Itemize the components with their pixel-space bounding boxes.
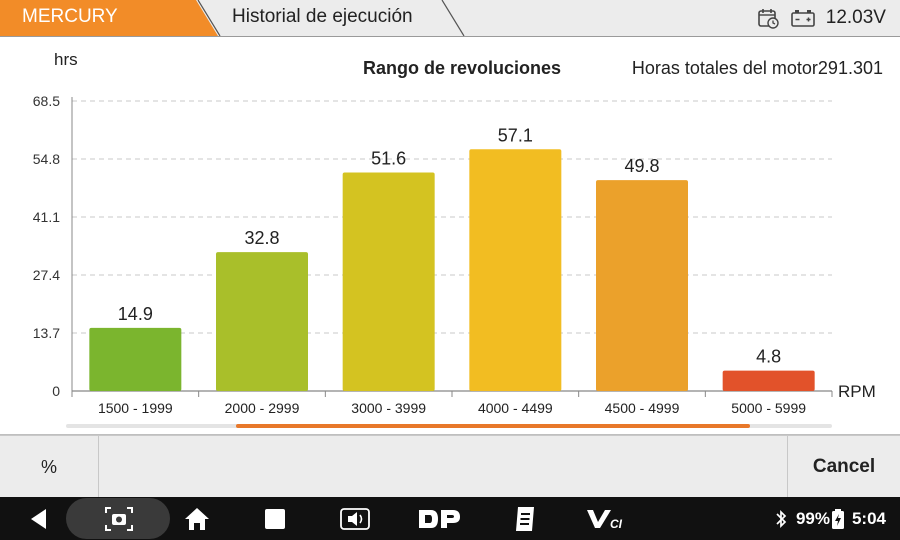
- dp-icon[interactable]: [414, 497, 464, 540]
- x-tick-label: 4000 - 4499: [478, 400, 553, 416]
- y-tick-label: 68.5: [33, 93, 60, 109]
- vci-icon[interactable]: CI: [585, 497, 629, 540]
- bar[interactable]: [469, 149, 562, 391]
- y-tick-label: 13.7: [33, 325, 60, 341]
- bar-value-label: 49.8: [624, 156, 659, 176]
- y-tick-label: 41.1: [33, 209, 60, 225]
- cancel-button[interactable]: Cancel: [787, 436, 900, 498]
- x-tick-label: 3000 - 3999: [351, 400, 426, 416]
- y-tick-label: 54.8: [33, 151, 60, 167]
- rpm-bar-chart: hrs RPM Rango de revoluciones Horas tota…: [33, 50, 883, 416]
- horizontal-scrollbar[interactable]: [66, 424, 832, 428]
- top-bar: MERCURY Historial de ejecución: [0, 0, 900, 37]
- percent-toggle-button[interactable]: %: [0, 436, 99, 498]
- bar-value-label: 14.9: [118, 304, 153, 324]
- engine-hours-total: Horas totales del motor291.301: [632, 58, 883, 78]
- y-axis-label: hrs: [54, 50, 78, 69]
- back-icon[interactable]: [22, 497, 56, 540]
- system-status: 99% 5:04: [774, 497, 886, 540]
- status-area: 12.03V: [756, 5, 886, 31]
- bar[interactable]: [722, 370, 815, 391]
- x-tick-label: 1500 - 1999: [98, 400, 173, 416]
- page-title: Historial de ejecución: [232, 6, 413, 27]
- action-bar: % Cancel: [0, 435, 900, 498]
- calendar-clock-icon: [756, 6, 780, 30]
- report-icon[interactable]: [508, 497, 542, 540]
- battery-icon: [831, 508, 844, 529]
- engine-hours-value: 291.301: [818, 58, 883, 78]
- bar[interactable]: [216, 252, 308, 391]
- x-tick-label: 2000 - 2999: [225, 400, 300, 416]
- title-tab-edge: [441, 0, 465, 36]
- engine-hours-label: Horas totales del motor: [632, 58, 818, 78]
- brand-label: MERCURY: [22, 6, 118, 27]
- recents-icon[interactable]: [258, 497, 292, 540]
- y-tick-label: 0: [52, 383, 60, 399]
- chart-title: Rango de revoluciones: [363, 58, 561, 78]
- bar-value-label: 57.1: [498, 125, 533, 145]
- battery-percent: 99%: [795, 508, 830, 528]
- car-battery-icon: [790, 7, 816, 29]
- bar[interactable]: [596, 180, 688, 391]
- bar[interactable]: [342, 172, 435, 391]
- system-nav-bar: CI 99% 5:04: [0, 497, 900, 540]
- bar-value-label: 4.8: [756, 347, 781, 367]
- voltage-readout: 12.03V: [825, 7, 886, 28]
- scrollbar-thumb[interactable]: [236, 424, 750, 428]
- brand-tab-shape: [0, 0, 221, 36]
- x-tick-label: 5000 - 5999: [731, 400, 806, 416]
- y-tick-label: 27.4: [33, 267, 60, 283]
- x-tick-label: 4500 - 4999: [605, 400, 680, 416]
- x-axis-label: RPM: [838, 382, 876, 401]
- screenshot-icon[interactable]: [100, 497, 138, 540]
- volume-icon[interactable]: [338, 497, 372, 540]
- bluetooth-icon: [774, 509, 788, 529]
- clock-time: 5:04: [851, 508, 886, 528]
- chart-panel: hrs RPM Rango de revoluciones Horas tota…: [0, 37, 900, 434]
- home-icon[interactable]: [180, 497, 214, 540]
- bar[interactable]: [89, 327, 182, 391]
- bar-value-label: 32.8: [244, 228, 279, 248]
- bar-value-label: 51.6: [371, 149, 406, 169]
- svg-text:CI: CI: [610, 517, 623, 531]
- brand-tab[interactable]: MERCURY: [0, 0, 232, 36]
